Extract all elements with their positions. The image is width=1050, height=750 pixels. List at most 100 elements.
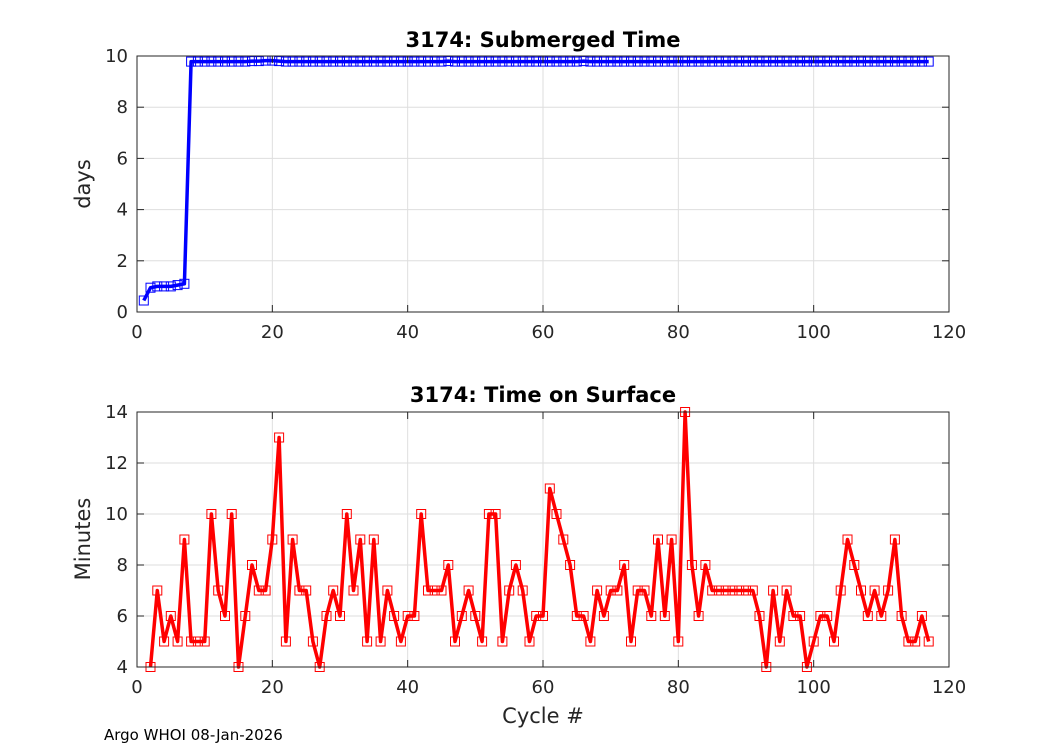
data-point bbox=[801, 56, 812, 67]
data-point bbox=[368, 534, 379, 545]
data-point bbox=[186, 636, 197, 647]
data-point bbox=[423, 56, 433, 67]
data-point bbox=[727, 56, 738, 67]
data-point bbox=[788, 56, 799, 67]
y-axis-label: days bbox=[71, 159, 95, 209]
data-point bbox=[226, 56, 237, 67]
data-point bbox=[619, 56, 630, 67]
y-tick-label: 2 bbox=[117, 251, 128, 272]
data-point bbox=[450, 56, 460, 67]
data-point bbox=[856, 585, 866, 596]
data-point bbox=[362, 636, 373, 647]
data-point bbox=[551, 56, 562, 67]
x-tick-label: 100 bbox=[796, 677, 830, 698]
data-point bbox=[368, 56, 379, 67]
data-point bbox=[355, 534, 366, 545]
data-point bbox=[240, 611, 251, 621]
data-point bbox=[470, 611, 481, 621]
data-point bbox=[598, 56, 609, 67]
data-point bbox=[280, 636, 291, 647]
data-point bbox=[626, 56, 636, 67]
data-point bbox=[592, 56, 603, 67]
data-point bbox=[578, 611, 589, 621]
data-point bbox=[889, 56, 900, 67]
data-point bbox=[159, 281, 170, 292]
data-point bbox=[395, 56, 406, 67]
data-point bbox=[659, 56, 670, 67]
data-point bbox=[335, 56, 345, 67]
data-point bbox=[856, 56, 866, 67]
data-point bbox=[598, 611, 609, 621]
data-point bbox=[659, 611, 670, 621]
data-point bbox=[646, 56, 657, 67]
data-point bbox=[720, 585, 731, 596]
data-point bbox=[571, 56, 582, 67]
data-point bbox=[213, 585, 224, 596]
data-point bbox=[795, 56, 806, 67]
data-point bbox=[436, 56, 447, 67]
data-point bbox=[504, 585, 515, 596]
data-point bbox=[686, 56, 697, 67]
data-point bbox=[585, 56, 596, 67]
data-point bbox=[829, 636, 839, 647]
data-point bbox=[186, 56, 197, 67]
y-axis-label: Minutes bbox=[71, 498, 95, 581]
data-point bbox=[632, 56, 643, 67]
data-point bbox=[815, 56, 826, 67]
data-point bbox=[774, 636, 785, 647]
data-point bbox=[165, 611, 176, 621]
x-tick-label: 20 bbox=[261, 677, 284, 698]
data-point bbox=[213, 56, 224, 67]
x-tick-label: 100 bbox=[796, 322, 830, 343]
data-point bbox=[741, 585, 751, 596]
data-point bbox=[869, 585, 880, 596]
data-point bbox=[233, 56, 244, 67]
data-point bbox=[429, 585, 440, 596]
data-point bbox=[206, 56, 217, 67]
data-point bbox=[747, 585, 758, 596]
data-point bbox=[585, 636, 596, 647]
data-point bbox=[754, 56, 765, 67]
data-point bbox=[179, 534, 190, 545]
data-point bbox=[619, 560, 630, 570]
data-point bbox=[294, 56, 305, 67]
data-point bbox=[450, 636, 460, 647]
data-point bbox=[849, 560, 860, 570]
data-point bbox=[693, 56, 704, 67]
data-point bbox=[301, 585, 312, 596]
data-point bbox=[260, 585, 271, 596]
data-point bbox=[443, 56, 454, 67]
data-point bbox=[741, 56, 751, 67]
data-point bbox=[700, 56, 711, 67]
data-point bbox=[341, 56, 352, 67]
data-point bbox=[646, 611, 657, 621]
data-point bbox=[774, 56, 785, 67]
data-point bbox=[504, 56, 515, 67]
data-point bbox=[842, 56, 853, 67]
data-point bbox=[456, 56, 467, 67]
data-point bbox=[524, 56, 535, 67]
data-point bbox=[768, 585, 779, 596]
data-point bbox=[544, 56, 555, 67]
data-point bbox=[497, 56, 508, 67]
data-point bbox=[348, 585, 359, 596]
data-point bbox=[896, 56, 907, 67]
data-point bbox=[274, 432, 285, 443]
data-point bbox=[747, 56, 758, 67]
data-point bbox=[409, 611, 420, 621]
data-point bbox=[375, 636, 386, 647]
data-point bbox=[822, 56, 833, 67]
data-point bbox=[592, 585, 603, 596]
data-point bbox=[253, 585, 264, 596]
data-point bbox=[835, 56, 846, 67]
y-tick-label: 10 bbox=[105, 504, 128, 525]
y-tick-label: 8 bbox=[117, 97, 128, 118]
data-point bbox=[781, 585, 792, 596]
data-point bbox=[294, 585, 305, 596]
data-point bbox=[463, 585, 474, 596]
data-point bbox=[429, 56, 440, 67]
data-point bbox=[179, 278, 190, 289]
data-point bbox=[565, 560, 576, 570]
data-point bbox=[822, 611, 833, 621]
x-tick-label: 80 bbox=[667, 322, 690, 343]
